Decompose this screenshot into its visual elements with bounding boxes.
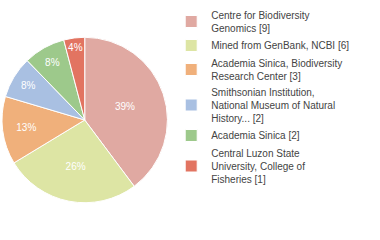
svg-text:39%: 39% (115, 101, 135, 112)
svg-text:Centre for BiodiversityGenomic: Centre for BiodiversityGenomics [9] (211, 10, 309, 34)
svg-text:Smithsonian Institution,Nation: Smithsonian Institution,National Museum … (211, 87, 335, 124)
svg-text:Academia Sinica [2]: Academia Sinica [2] (211, 130, 300, 141)
svg-text:4%: 4% (68, 42, 83, 53)
svg-text:8%: 8% (21, 80, 36, 91)
svg-text:Academia Sinica, BiodiversityR: Academia Sinica, BiodiversityResearch Ce… (211, 58, 342, 82)
svg-text:Mined from GenBank, NCBI [6]: Mined from GenBank, NCBI [6] (211, 40, 349, 51)
svg-text:Central Luzon StateUniversity,: Central Luzon StateUniversity, College o… (211, 148, 305, 185)
svg-text:26%: 26% (66, 161, 86, 172)
svg-text:13%: 13% (16, 122, 36, 133)
svg-text:8%: 8% (45, 57, 60, 68)
